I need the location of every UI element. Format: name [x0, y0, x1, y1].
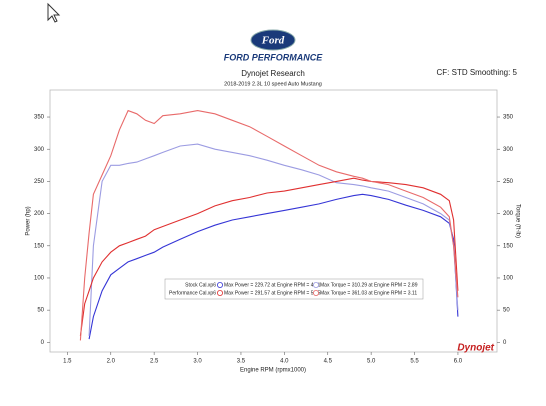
x-tick-label: 2.0	[107, 359, 116, 365]
legend-group: Stock Cal.xp6	[185, 282, 216, 288]
legend-marker	[312, 281, 319, 288]
legend-group: Performance Cal.xp6	[169, 290, 216, 296]
legend-box	[164, 278, 424, 300]
y-tick-label: 0	[41, 340, 45, 346]
chart-title: Dynojet Research	[241, 69, 305, 78]
x-tick-label: 1.5	[63, 359, 72, 365]
x-tick-label: 4.0	[280, 359, 289, 365]
y-tick-label: 300	[34, 147, 45, 153]
legend-marker	[216, 289, 223, 296]
y2-tick-label: 50	[503, 308, 510, 314]
legend-marker	[216, 281, 223, 288]
y-tick-label: 100	[34, 276, 45, 282]
y2-tick-label: 100	[503, 276, 514, 282]
dynojet-logo: Dynojet	[457, 343, 494, 354]
series-line	[88, 193, 459, 340]
chart-subtitle: 2018-2019 2.3L 10 speed Auto Mustang	[224, 81, 322, 87]
y2-tick-label: 250	[503, 179, 514, 185]
y2-axis-label: Torque (ft-lb)	[514, 204, 520, 238]
x-tick-label: 5.5	[410, 359, 419, 365]
y-tick-label: 200	[34, 211, 45, 217]
x-tick-label: 3.0	[193, 359, 202, 365]
y2-tick-label: 0	[503, 340, 507, 346]
y-tick-label: 150	[34, 243, 45, 249]
y2-tick-label: 350	[503, 115, 514, 121]
legend-label: Max Power = 229.72 at Engine RPM = 4.91	[224, 282, 321, 288]
legend-label: Max Torque = 310.29 at Engine RPM = 2.89	[320, 282, 418, 288]
series-line	[79, 109, 459, 341]
series-line	[79, 177, 459, 336]
x-tick-label: 5.0	[367, 359, 376, 365]
x-tick-label: 4.5	[324, 359, 333, 365]
y-tick-label: 50	[37, 308, 44, 314]
series-line	[88, 143, 459, 336]
legend-label: Max Power = 291.57 at Engine RPM = 5.05	[224, 290, 321, 296]
ford-oval	[250, 29, 296, 51]
ford-tagline: FORD PERFORMANCE	[224, 52, 323, 62]
x-tick-label: 3.5	[237, 359, 246, 365]
legend-marker	[312, 289, 319, 296]
plot-frame	[49, 89, 498, 353]
x-axis-label: Engine RPM (rpmx1000)	[240, 368, 306, 374]
y2-tick-label: 300	[503, 147, 514, 153]
x-tick-label: 6.0	[454, 359, 463, 365]
y2-tick-label: 150	[503, 243, 514, 249]
x-tick-label: 2.5	[150, 359, 159, 365]
legend-label: Max Torque = 361.03 at Engine RPM = 3.11	[320, 290, 417, 296]
ford-brand: Ford	[261, 35, 285, 47]
y-axis-label: Power (hp)	[26, 206, 32, 235]
cursor	[47, 2, 61, 23]
settings-text: CF: STD Smoothing: 5	[437, 68, 518, 77]
y-tick-label: 350	[34, 115, 45, 121]
y2-tick-label: 200	[503, 211, 514, 217]
y-tick-label: 250	[34, 179, 45, 185]
